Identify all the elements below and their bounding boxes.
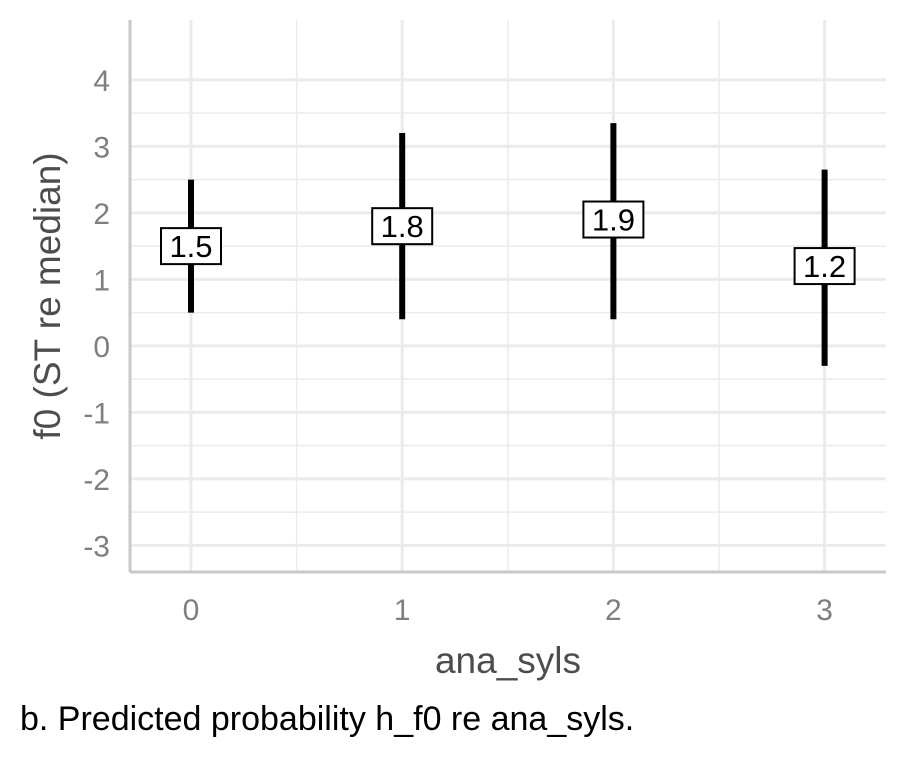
- chart: -3 -2 -1 0 1 2 3 4 0 1 2 3 1.5 1.8 1.9 1.2 ana_syls f…: [27, 20, 886, 681]
- figure-caption: b. Predicted probability h_f0 re ana_syl…: [20, 700, 635, 738]
- y-axis-title: f0 (ST re median): [27, 152, 68, 439]
- y-tick-label: -3: [83, 530, 110, 563]
- y-tick-label: 0: [93, 331, 110, 364]
- data-label: 1.2: [803, 249, 846, 284]
- y-tick-label: 4: [93, 65, 110, 98]
- data-labels: 1.5 1.8 1.9 1.2: [160, 200, 856, 286]
- y-tick-label: 2: [93, 198, 110, 231]
- x-tick-label: 0: [183, 594, 200, 627]
- data-label-group: 1.2: [793, 247, 856, 286]
- data-label-box: [793, 247, 856, 286]
- x-tick-label: 1: [394, 594, 411, 627]
- data-label-box: [582, 200, 645, 239]
- data-label: 1.5: [169, 229, 212, 264]
- data-label-group: 1.8: [371, 207, 434, 246]
- data-label-group: 1.5: [160, 227, 222, 266]
- x-tick-label: 2: [605, 594, 622, 627]
- x-tick-labels: 0 1 2 3: [183, 594, 833, 627]
- y-tick-label: 1: [93, 264, 110, 297]
- data-label: 1.8: [381, 209, 424, 244]
- data-label-box: [371, 207, 434, 246]
- data-label: 1.9: [592, 203, 635, 238]
- y-tick-label: -2: [83, 464, 110, 497]
- data-label-box: [160, 227, 222, 266]
- y-tick-label: -1: [83, 397, 110, 430]
- y-tick-labels: -3 -2 -1 0 1 2 3 4: [83, 65, 110, 564]
- x-tick-label: 3: [816, 594, 833, 627]
- x-minor-gridlines: [295, 20, 720, 572]
- y-tick-label: 3: [93, 131, 110, 164]
- x-axis-title: ana_syls: [435, 640, 581, 681]
- data-label-group: 1.9: [582, 200, 645, 239]
